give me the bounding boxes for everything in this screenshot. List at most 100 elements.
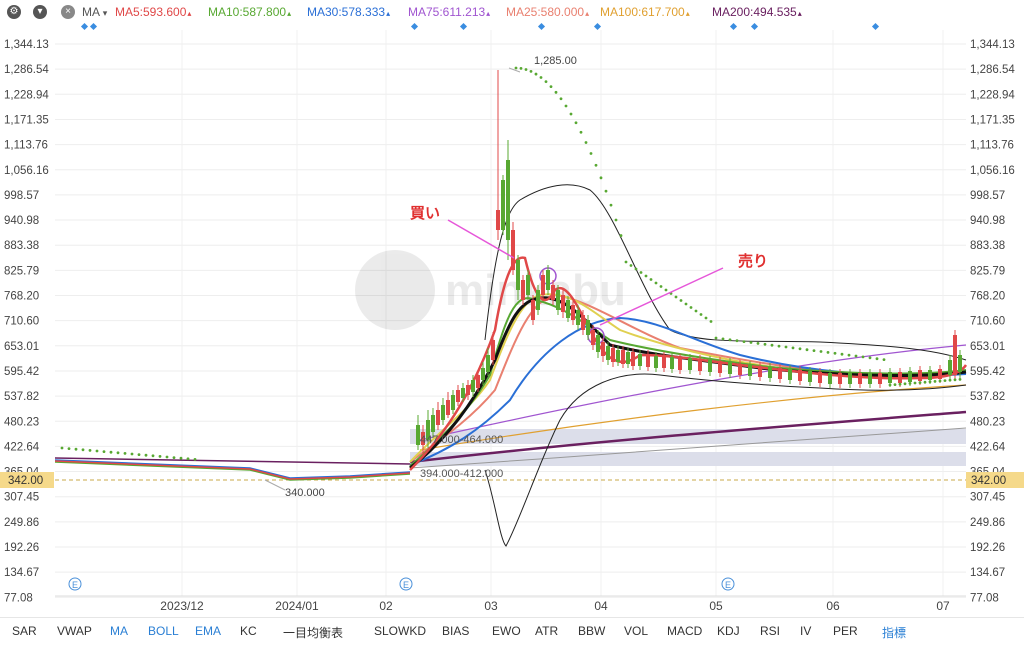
sar-dot xyxy=(67,447,71,450)
candle-body xyxy=(898,372,902,383)
ma-legend-item[interactable]: MA5:593.600▴ xyxy=(115,5,192,19)
candle-body xyxy=(491,340,495,360)
x-tick-label: 05 xyxy=(709,599,723,613)
sar-dot xyxy=(172,456,176,459)
candle-body xyxy=(481,368,485,380)
y-tick-label: 422.64 xyxy=(4,441,40,453)
y-tick-label: 307.45 xyxy=(970,492,1005,504)
candle-body xyxy=(426,420,430,440)
sar-dot xyxy=(938,379,942,383)
sar-dot xyxy=(60,446,64,450)
ma-selector[interactable]: MA ▾ xyxy=(82,5,108,19)
stock-chart[interactable]: minkabu 1,285.00 340.000 447.000-464.000… xyxy=(0,0,1024,617)
ma5-line-early xyxy=(54,460,411,480)
indicator-tab[interactable]: RSI xyxy=(760,624,781,638)
candle-body xyxy=(626,352,630,364)
y-tick-label: 998.57 xyxy=(970,190,1005,202)
candle-body xyxy=(561,295,565,312)
event-marker[interactable]: E xyxy=(721,577,735,591)
sar-dot xyxy=(709,320,713,323)
candle-body xyxy=(938,369,942,379)
sar-dot xyxy=(868,356,872,360)
candle-body xyxy=(646,355,650,367)
candle-body xyxy=(948,360,952,375)
indicator-tab[interactable]: MA xyxy=(110,624,128,638)
indicator-tab[interactable]: SAR xyxy=(12,624,37,638)
sar-dot xyxy=(609,203,613,207)
event-marker[interactable]: E xyxy=(399,577,413,591)
sar-dot xyxy=(812,349,816,352)
sar-dot xyxy=(624,260,628,264)
indicator-tab[interactable]: SLOWKD xyxy=(374,624,427,638)
y-tick-label: 1,171.35 xyxy=(970,114,1015,126)
settings-gear-icon[interactable]: ⚙ xyxy=(7,5,21,19)
sar-dot xyxy=(539,76,543,79)
x-tick-label: 02 xyxy=(379,599,393,613)
buy-label: 買い xyxy=(410,204,440,222)
ma-legend-item[interactable]: MA200:494.535▴ xyxy=(712,5,802,19)
indicator-tab[interactable]: ATR xyxy=(535,624,559,638)
candle-body xyxy=(638,354,642,366)
indicator-tab[interactable]: KC xyxy=(240,624,257,638)
chevron-down-icon[interactable]: ▾ xyxy=(33,5,47,19)
candle-body xyxy=(421,432,425,445)
sar-dot xyxy=(544,80,548,84)
sar-dot xyxy=(805,348,809,352)
event-marker[interactable]: E xyxy=(68,577,82,591)
candle-body xyxy=(878,373,882,384)
indicator-tab[interactable]: MACD xyxy=(667,624,703,638)
candle-body xyxy=(808,371,812,382)
y-tick-label: 940.98 xyxy=(4,215,39,227)
sar-dot xyxy=(519,66,523,70)
ma-legend-item[interactable]: MA25:580.000▴ xyxy=(506,5,590,19)
candle-body xyxy=(958,355,962,372)
zone-lower-label: 394.000-412.000 xyxy=(420,468,503,480)
candle-body xyxy=(918,370,922,381)
ma-legend-item[interactable]: MA10:587.800▴ xyxy=(208,5,292,19)
sar-dot xyxy=(644,274,648,278)
candle-body xyxy=(516,260,520,290)
sar-dot xyxy=(554,90,558,94)
sar-dot xyxy=(933,380,937,383)
indicator-tab[interactable]: KDJ xyxy=(717,624,740,638)
caret-up-icon: ▴ xyxy=(486,9,491,18)
ma-legend-item[interactable]: MA75:611.213▴ xyxy=(408,5,491,19)
y-tick-label: 1,286.54 xyxy=(4,64,49,76)
zone-upper-label: 447.000-464.000 xyxy=(420,434,503,446)
ma-legend-item[interactable]: MA100:617.700▴ xyxy=(600,5,690,19)
indicator-tab[interactable]: VOL xyxy=(624,624,649,638)
sar-dot xyxy=(629,264,633,267)
ma200-line xyxy=(409,410,967,464)
sar-dot xyxy=(898,382,902,386)
indicator-tab[interactable]: 一目均衡表 xyxy=(283,626,344,640)
ma-legend-item[interactable]: MA30:578.333▴ xyxy=(307,5,391,19)
current-price-tag-left xyxy=(0,472,54,488)
candle-body xyxy=(818,372,822,383)
long-trend-line xyxy=(409,427,967,469)
indicator-tab[interactable]: EWO xyxy=(492,624,521,638)
sar-dot xyxy=(798,347,802,351)
indicator-tab[interactable]: PER xyxy=(833,624,858,638)
sar-dot xyxy=(579,130,583,134)
candle-body xyxy=(441,405,445,420)
indicator-tab[interactable]: BOLL xyxy=(148,624,179,638)
sar-dot xyxy=(102,450,106,453)
indicator-tab[interactable]: 指標 xyxy=(882,626,907,640)
indicator-tab[interactable]: BIAS xyxy=(442,624,470,638)
resistance-zone xyxy=(410,429,966,444)
svg-text:E: E xyxy=(725,580,731,590)
close-icon[interactable]: × xyxy=(61,5,75,19)
support-zone xyxy=(410,452,966,466)
sar-dot xyxy=(584,141,588,144)
indicator-tab[interactable]: VWAP xyxy=(57,624,92,638)
indicator-tab[interactable]: BBW xyxy=(578,624,606,638)
x-tick-label: 2023/12 xyxy=(160,599,204,613)
candle-body xyxy=(738,364,742,375)
indicator-tab[interactable]: EMA xyxy=(195,624,222,638)
candle-body xyxy=(466,385,470,395)
indicator-tab[interactable]: IV xyxy=(800,624,812,638)
candle-body xyxy=(471,380,475,392)
y-tick-label: 192.26 xyxy=(970,542,1005,554)
sar-dot xyxy=(158,455,162,458)
caret-up-icon: ▴ xyxy=(386,9,391,18)
